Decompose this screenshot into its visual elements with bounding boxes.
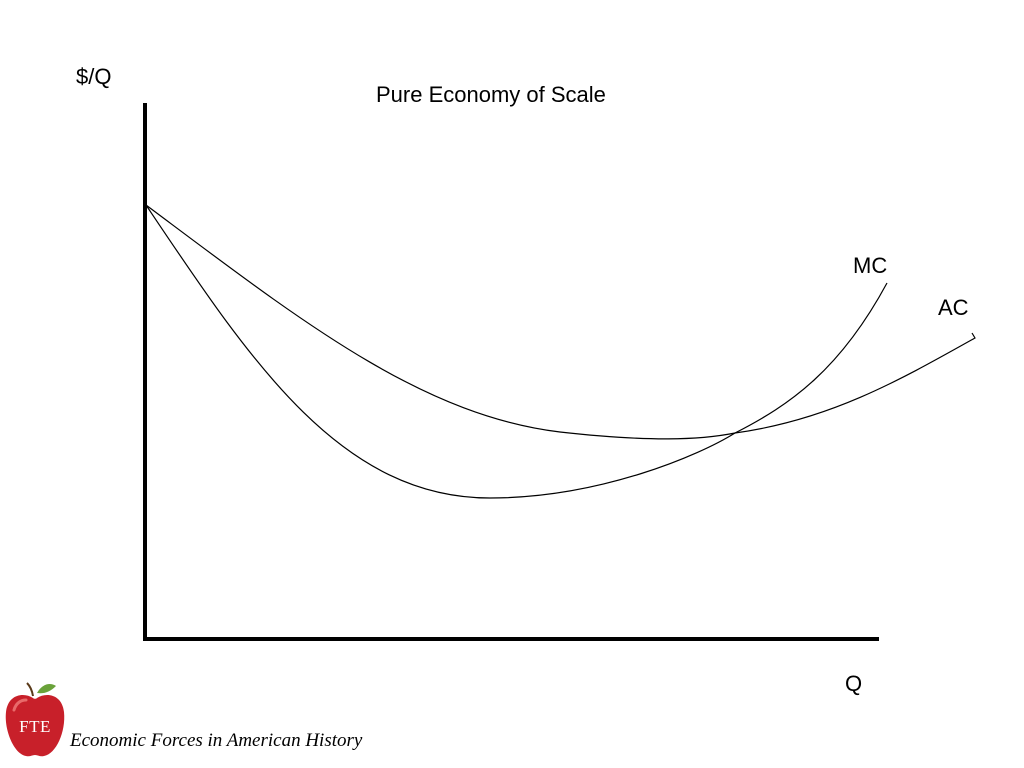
- apple-icon: [5, 682, 65, 757]
- ac-curve: [145, 204, 976, 440]
- mc-curve-label: MC: [853, 253, 888, 278]
- logo-text: FTE: [19, 717, 51, 736]
- x-axis-label: Q: [845, 671, 863, 696]
- ac-curve-label: AC: [938, 295, 969, 320]
- mc-curve: [145, 204, 888, 499]
- footer-caption: Economic Forces in American History: [70, 730, 363, 751]
- diagram-title: Pure Economy of Scale: [376, 82, 606, 107]
- y-axis-label: $/Q: [76, 64, 112, 89]
